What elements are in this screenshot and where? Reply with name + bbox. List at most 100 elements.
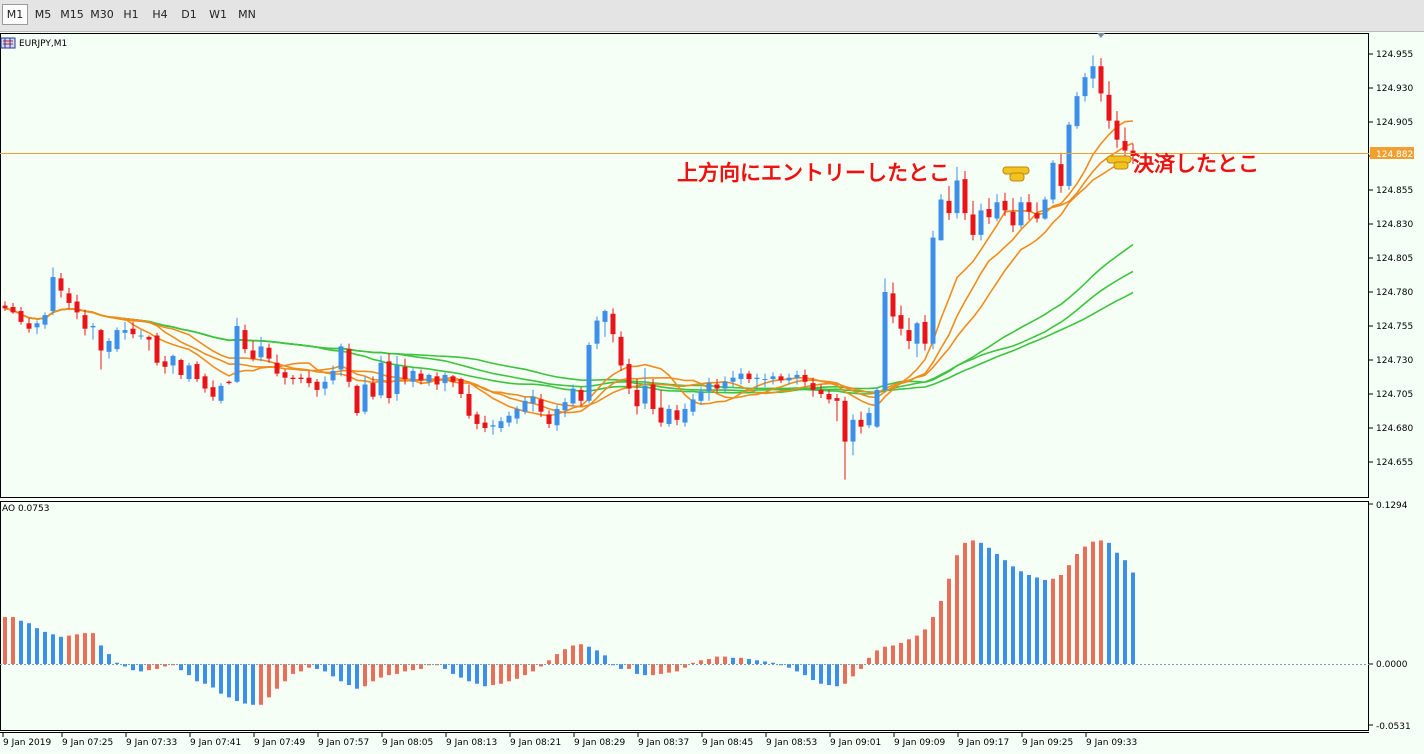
ao-bar <box>1051 578 1055 664</box>
ao-bar <box>827 664 831 686</box>
candle-body <box>490 425 496 427</box>
candle-body <box>1074 96 1080 127</box>
candle-body <box>234 326 240 382</box>
ao-bar <box>595 650 599 664</box>
ao-bar <box>227 664 231 698</box>
time-tick: 9 Jan 09:09 <box>893 733 946 748</box>
candle <box>1058 153 1064 193</box>
candle <box>314 379 320 397</box>
ao-bar <box>851 664 855 677</box>
candle <box>50 267 56 316</box>
candle <box>930 230 936 350</box>
ao-bar <box>579 644 583 664</box>
ao-bar <box>163 664 167 667</box>
candle <box>634 379 640 415</box>
candle-body <box>586 345 592 401</box>
ao-bar <box>875 650 879 664</box>
ao-scale-min: -0.0531 <box>1376 722 1411 732</box>
timeframe-h1-button[interactable]: H1 <box>123 8 139 21</box>
candle-body <box>442 374 448 384</box>
shift-marker-icon[interactable] <box>1097 33 1105 38</box>
candle-body <box>58 278 64 291</box>
candle-body <box>970 214 976 235</box>
candle <box>482 415 488 433</box>
ao-bar <box>147 664 151 671</box>
exit-annotation: 決済したとこ <box>1106 152 1259 176</box>
timeframe-m1-button[interactable]: M1 <box>2 4 28 25</box>
candle-body <box>202 376 208 389</box>
candle-body <box>154 335 160 363</box>
ao-bar <box>531 664 535 672</box>
candle <box>418 369 424 385</box>
timeframe-m30-button[interactable]: M30 <box>90 8 114 21</box>
ao-bar <box>723 656 727 664</box>
ao-bar <box>211 664 215 688</box>
ao-bar <box>1107 542 1111 664</box>
candle-body <box>2 305 8 309</box>
candle-body <box>890 293 896 317</box>
ao-bar <box>195 664 199 682</box>
entry-annotation-text: 上方向にエントリーしたとこ <box>677 161 950 185</box>
candle-body <box>330 370 336 381</box>
candle <box>1010 198 1016 233</box>
candle <box>1042 196 1048 220</box>
candle-body <box>1098 66 1104 94</box>
candle <box>98 328 104 370</box>
main-window-border <box>0 33 1369 498</box>
candle <box>858 411 864 434</box>
candle <box>218 383 224 404</box>
candle-body <box>402 366 408 380</box>
candle <box>490 419 496 435</box>
ao-bar <box>11 617 15 664</box>
candle <box>466 384 472 419</box>
candle-body <box>1034 213 1040 219</box>
candle <box>66 287 72 309</box>
candle <box>378 355 384 399</box>
candle-body <box>818 389 824 394</box>
candle-body <box>834 398 840 401</box>
candle-body <box>498 421 504 428</box>
candle-body <box>914 323 920 344</box>
ao-bar <box>419 664 423 669</box>
ao-bar <box>627 664 631 669</box>
candle-body <box>66 293 72 303</box>
candle-body <box>466 394 472 416</box>
ao-bar <box>523 664 527 676</box>
timeframe-mn-button[interactable]: MN <box>238 8 256 21</box>
ao-scale-max: 0.1294 <box>1376 501 1408 511</box>
candle <box>866 407 872 428</box>
time-tick-label: 9 Jan 09:01 <box>830 738 881 748</box>
ao-bar <box>715 656 719 664</box>
timeframe-w1-button[interactable]: W1 <box>209 8 227 21</box>
candle-body <box>826 394 832 400</box>
ao-bar <box>59 636 63 664</box>
timeframe-h4-button[interactable]: H4 <box>152 8 168 21</box>
timeframe-d1-button[interactable]: D1 <box>181 8 197 21</box>
candle-body <box>258 346 264 358</box>
pointing-hand-left-icon <box>1002 166 1030 182</box>
time-tick-label: 9 Jan 09:09 <box>894 738 946 748</box>
candle <box>426 373 432 386</box>
candle-body <box>962 179 968 214</box>
candle <box>474 411 480 430</box>
candle <box>450 374 456 388</box>
ao-bar <box>3 617 7 664</box>
candle <box>514 406 520 424</box>
candle-body <box>866 413 872 426</box>
ao-bar <box>43 631 47 664</box>
timeframe-m5-button[interactable]: M5 <box>34 8 52 21</box>
ao-bar <box>1091 541 1095 664</box>
candle <box>586 342 592 404</box>
ao-bar <box>411 664 415 671</box>
chart-area[interactable]: EURJPY,M1 AO 0.0753 124.955 124.930 124.… <box>0 32 1424 754</box>
price-tick: 124.830 <box>1369 220 1413 230</box>
candle-body <box>426 374 432 382</box>
candle <box>522 396 528 415</box>
candle-body <box>874 389 880 427</box>
time-tick: 9 Jan 07:57 <box>317 733 369 748</box>
candle <box>938 194 944 241</box>
ao-bar <box>459 664 463 678</box>
timeframe-m15-button[interactable]: M15 <box>60 8 84 21</box>
candle-body <box>362 384 368 412</box>
ao-bar <box>371 664 375 682</box>
